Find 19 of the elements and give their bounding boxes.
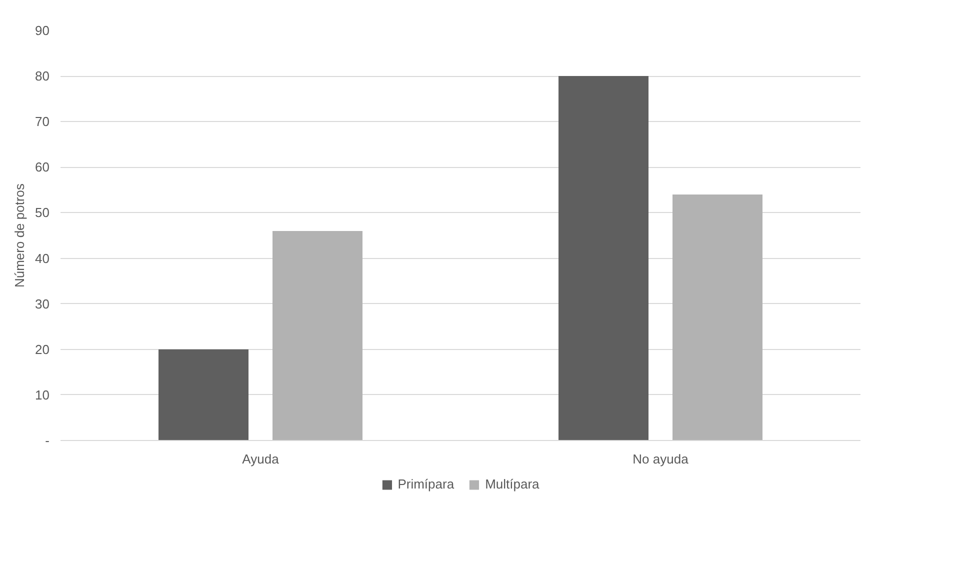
bar: [672, 194, 762, 440]
y-tick-label: 40: [35, 250, 50, 266]
y-axis-title: Número de potros: [12, 182, 28, 288]
x-tick-label: No ayuda: [632, 452, 690, 466]
x-tick-label: Ayuda: [242, 452, 280, 466]
bar: [158, 349, 248, 440]
bar: [272, 230, 362, 440]
legend-label: Primípara: [398, 476, 454, 492]
y-tick-label: 80: [35, 68, 50, 84]
y-tick-label: 60: [35, 160, 50, 175]
y-tick-label: 90: [35, 23, 50, 38]
y-tick-label: 50: [35, 205, 50, 220]
y-tick-label: 20: [35, 342, 50, 357]
bar: [558, 76, 648, 440]
y-tick-label: 70: [35, 114, 50, 130]
legend-label: Multípara: [485, 476, 540, 492]
y-tick-label: 30: [35, 296, 50, 312]
y-tick-label: 10: [35, 387, 50, 402]
y-tick-label: -: [45, 433, 50, 448]
